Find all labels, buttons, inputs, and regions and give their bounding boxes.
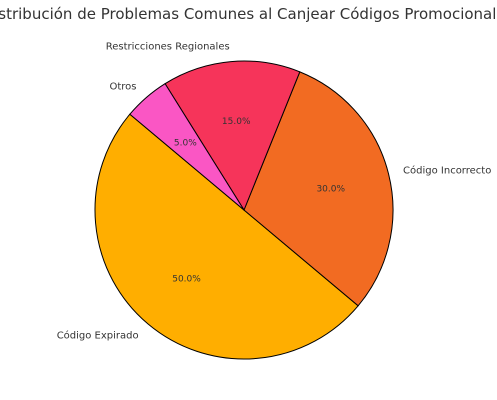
pie-slice-codigo-incorrecto [243, 71, 394, 307]
slice-percent-codigo-expirado: 50.0% [172, 274, 201, 284]
slices-layer [94, 60, 394, 360]
chart-title: Distribución de Problemas Comunes al Can… [0, 5, 497, 23]
slice-percent-codigo-incorrecto: 30.0% [316, 184, 345, 194]
slice-label-codigo-incorrecto: Código Incorrecto [403, 164, 491, 176]
slice-label-codigo-expirado: Código Expirado [57, 330, 139, 342]
pie-slice-codigo-expirado [94, 113, 359, 360]
pie-slice-otros [129, 82, 245, 211]
pie-slice-restricciones-regionales [164, 60, 301, 212]
slice-label-otros: Otros [109, 81, 136, 92]
labels-layer: Código Expirado 50.0% Código Incorrecto 30.… [57, 42, 492, 342]
slice-label-restricciones-regionales: Restricciones Regionales [106, 42, 230, 53]
slice-percent-restricciones-regionales: 15.0% [222, 117, 251, 127]
slice-percent-otros: 5.0% [174, 139, 197, 149]
